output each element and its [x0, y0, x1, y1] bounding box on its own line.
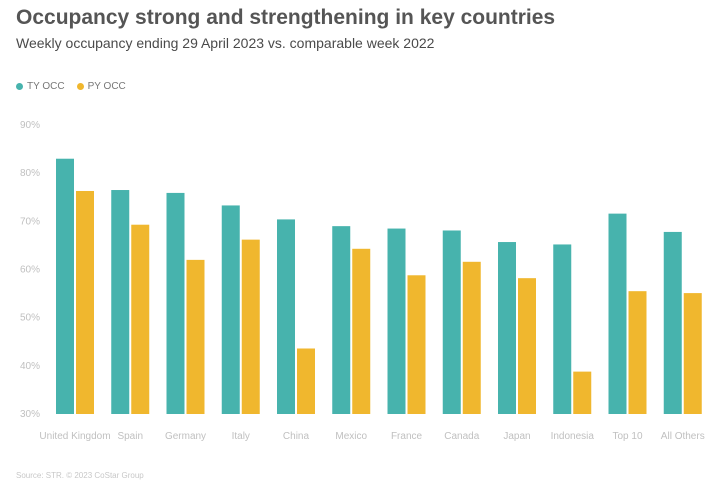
x-tick-label: United Kingdom — [39, 431, 110, 442]
x-tick-label: France — [391, 431, 423, 442]
legend: TY OCC PY OCC — [16, 81, 138, 92]
legend-label-ty: TY OCC — [27, 81, 65, 92]
bar-ty — [498, 242, 516, 414]
bar-ty — [442, 230, 461, 414]
y-tick-label: 50% — [20, 313, 40, 324]
bar-ty — [221, 205, 240, 414]
bar-ty — [332, 226, 351, 414]
bar-py — [352, 248, 371, 414]
bar-ty — [387, 228, 406, 414]
bar-py — [297, 348, 315, 414]
y-tick-label: 60% — [20, 265, 40, 276]
x-tick-label: China — [283, 431, 310, 442]
bar-py — [573, 371, 592, 414]
y-tick-label: 90% — [20, 120, 40, 131]
bar-py — [76, 190, 94, 414]
bar-py — [131, 224, 150, 414]
x-tick-label: Indonesia — [551, 431, 595, 442]
legend-item-py[interactable]: PY OCC — [76, 81, 126, 92]
bar-py — [241, 239, 260, 414]
x-tick-label: Germany — [165, 431, 206, 442]
y-tick-label: 40% — [20, 361, 40, 372]
bar-ty — [277, 219, 295, 414]
x-tick-label: Spain — [117, 431, 143, 442]
bar-py — [462, 261, 481, 414]
bar-py — [628, 291, 647, 414]
bar-ty — [663, 231, 682, 414]
bar-ty — [166, 192, 185, 414]
source-note: Source: STR. © 2023 CoStar Group — [16, 471, 144, 480]
legend-swatch-ty — [16, 83, 23, 90]
bar-ty — [111, 190, 130, 414]
x-tick-label: Italy — [232, 431, 250, 442]
bar-py — [407, 275, 426, 414]
x-tick-label: All Others — [661, 431, 705, 442]
y-tick-label: 80% — [20, 168, 40, 179]
x-tick-label: Canada — [444, 431, 479, 442]
bar-ty — [56, 158, 74, 414]
y-tick-label: 70% — [20, 216, 40, 227]
bar-py — [186, 259, 205, 414]
chart-subtitle: Weekly occupancy ending 29 April 2023 vs… — [16, 35, 435, 51]
chart-title: Occupancy strong and strengthening in ke… — [16, 6, 556, 29]
bar-py — [683, 293, 702, 414]
legend-item-ty[interactable]: TY OCC — [16, 81, 65, 92]
bar-ty — [608, 213, 627, 414]
y-tick-label: 30% — [20, 409, 40, 420]
bar-ty — [553, 244, 572, 414]
x-tick-label: Japan — [503, 431, 530, 442]
legend-label-py: PY OCC — [87, 81, 126, 92]
x-tick-label: Mexico — [335, 431, 367, 442]
bar-py — [518, 278, 536, 414]
x-tick-label: Top 10 — [612, 431, 642, 442]
legend-swatch-py — [76, 83, 84, 90]
